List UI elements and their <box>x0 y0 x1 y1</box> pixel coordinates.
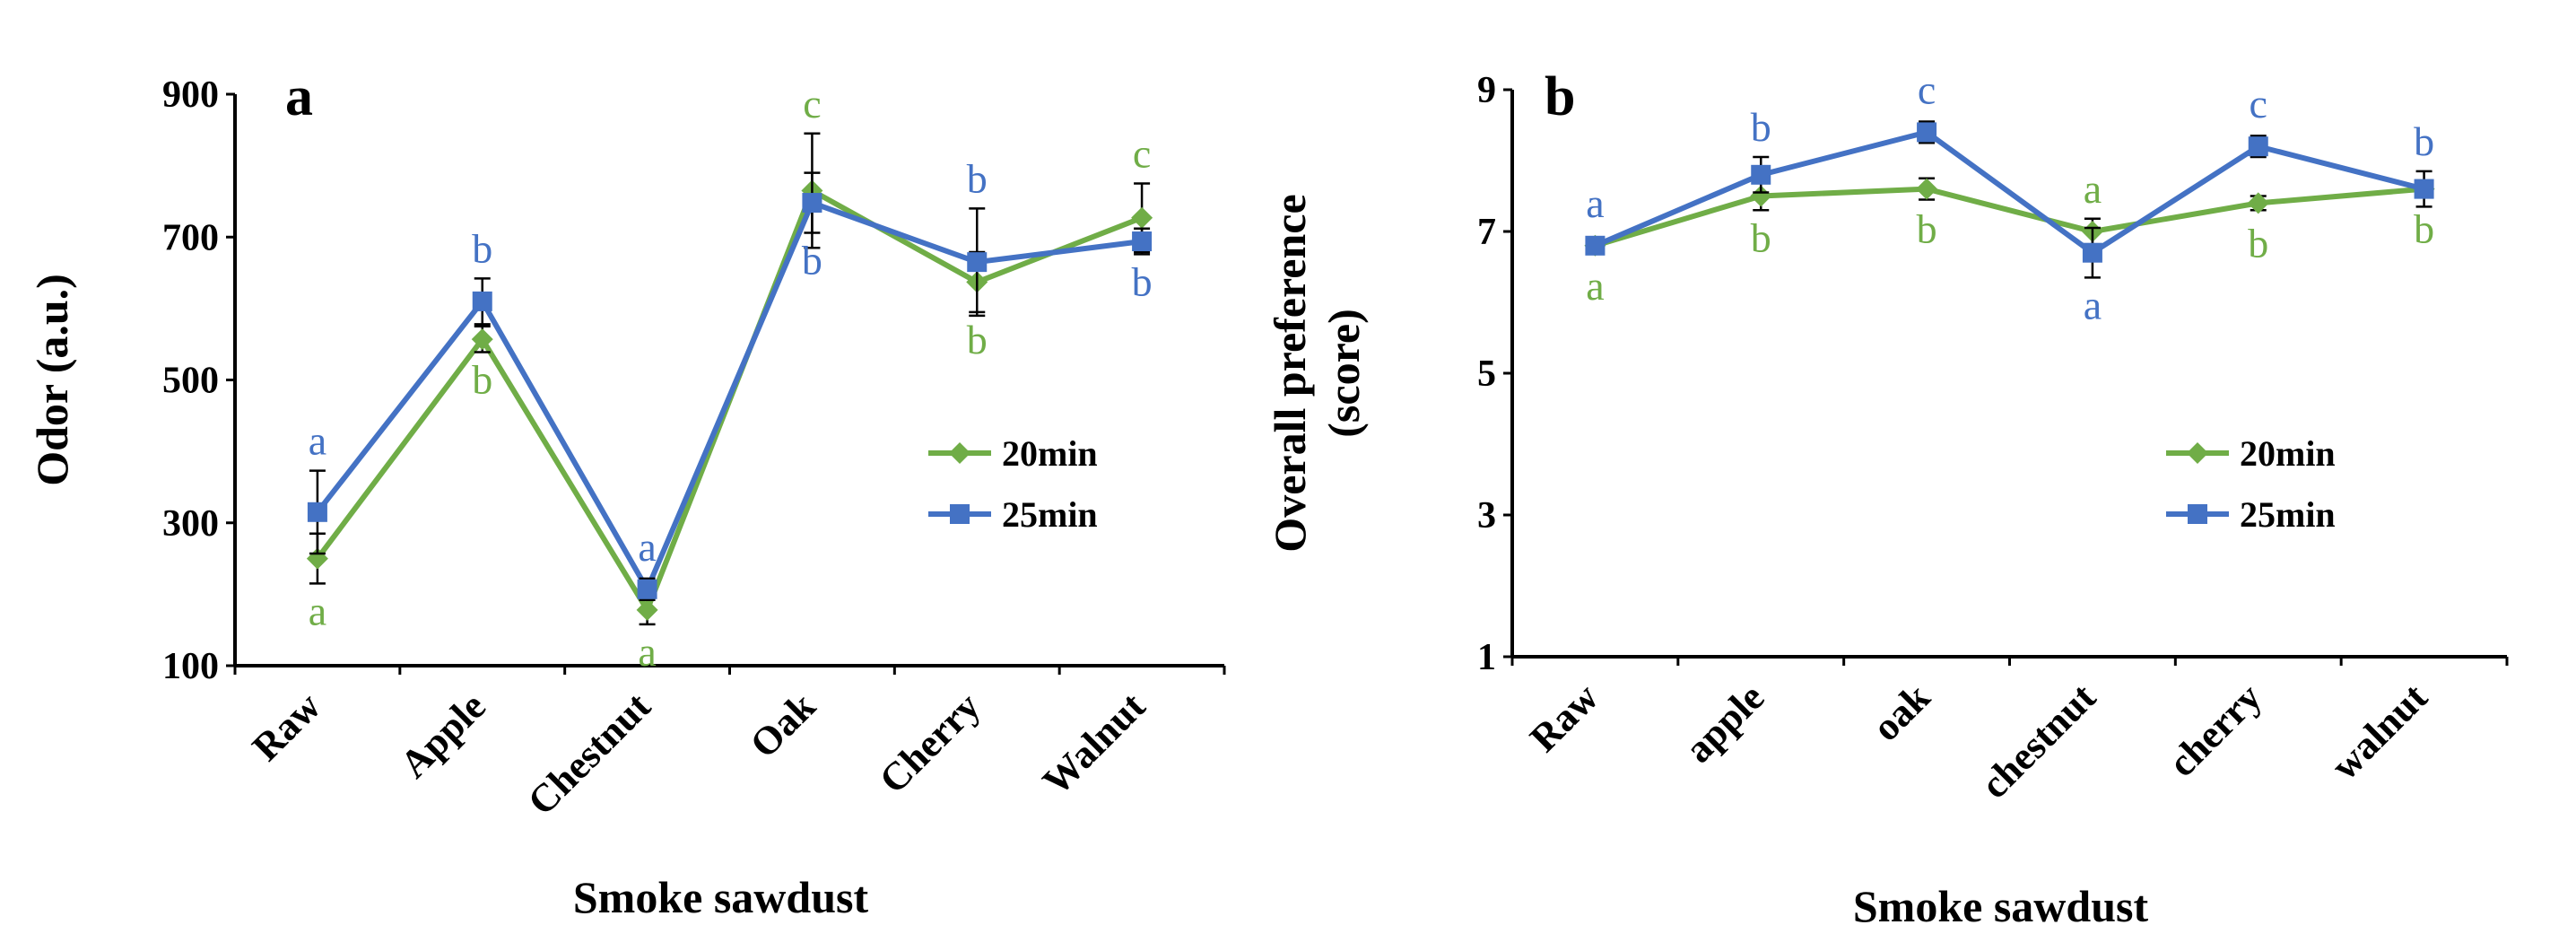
series-line-25min <box>315 199 1143 596</box>
significance-letter: c <box>1918 66 1936 112</box>
data-point-25min <box>802 193 822 214</box>
data-point-25min <box>2082 242 2102 263</box>
legend-label: 25min <box>1002 494 1098 535</box>
y-tick-label: 7 <box>1477 212 1496 253</box>
significance-letter: b <box>1917 206 1937 252</box>
significance-letter: a <box>638 524 656 570</box>
legend-marker <box>950 504 970 524</box>
x-category-label: walnut <box>2322 675 2436 789</box>
series-line-20min <box>1594 186 2424 249</box>
y-tick-label: 500 <box>162 361 219 402</box>
significance-letter: b <box>967 155 988 201</box>
x-category-label: Raw <box>1521 675 1606 760</box>
data-point-20min <box>1750 185 1772 207</box>
x-category-label: Cherry <box>871 684 988 801</box>
chart-b-overall-preference: 1 3 5 7 9 Raw apple oak chestnut cherry walnut Smok… <box>1265 66 2509 931</box>
significance-letter: a <box>1586 263 1604 309</box>
x-axis-title: Smoke sawdust <box>1853 881 2149 931</box>
y-tick-label: 3 <box>1477 495 1496 537</box>
data-point-25min <box>2414 179 2434 199</box>
data-point-20min <box>1916 178 1938 200</box>
data-point-25min <box>1917 122 1937 143</box>
y-tick-label: 300 <box>162 503 219 545</box>
x-category-label: cherry <box>2160 675 2270 785</box>
x-category-label: Apple <box>392 684 494 786</box>
data-point-25min <box>472 291 492 311</box>
y-tick-label: 9 <box>1477 70 1496 111</box>
chart-a-odor: 100 300 500 700 900 Raw Apple Chestnut Oak Cherry… <box>27 66 1226 922</box>
significance-letter: b <box>2414 206 2434 252</box>
x-category-label: chestnut <box>1972 675 2104 807</box>
significance-letter: b <box>967 317 988 362</box>
significance-letter: a <box>2084 282 2102 327</box>
significance-letter: b <box>2414 118 2434 164</box>
data-point-25min <box>637 579 657 599</box>
data-point-25min <box>1132 231 1153 252</box>
legend-label: 20min <box>2240 433 2336 474</box>
y-tick-label: 100 <box>162 646 219 687</box>
significance-letter: c <box>803 81 821 127</box>
x-category-label: apple <box>1676 675 1772 771</box>
significance-letter: a <box>309 588 326 633</box>
significance-letter: a <box>309 418 326 464</box>
y-axis-title: Odor (a.u.) <box>27 274 77 486</box>
x-category-label: oak <box>1864 675 1938 749</box>
x-category-label: Raw <box>244 684 329 769</box>
x-category-label: Oak <box>742 684 824 766</box>
significance-letter: b <box>1751 214 1771 260</box>
legend-label: 20min <box>1002 433 1098 474</box>
y-tick-label: 5 <box>1477 353 1496 395</box>
legend-marker <box>2187 442 2208 464</box>
data-point-25min <box>1751 164 1771 185</box>
data-point-20min <box>1131 206 1153 229</box>
significance-letter: b <box>1132 258 1153 304</box>
significance-letter: a <box>2084 166 2102 212</box>
data-point-25min <box>1585 235 1606 256</box>
y-tick-label: 1 <box>1477 637 1496 678</box>
significance-letter: b <box>472 225 492 271</box>
panel-label: a <box>285 66 313 127</box>
series-line-25min <box>1594 129 2425 257</box>
legend-label: 25min <box>2240 494 2336 535</box>
significance-letter: a <box>1586 180 1604 226</box>
significance-letter: b <box>472 356 492 402</box>
y-tick-label: 900 <box>162 74 219 116</box>
x-category-label: Chestnut <box>519 684 659 824</box>
significance-letter: a <box>638 629 656 675</box>
significance-letter: c <box>2250 81 2267 127</box>
x-axis-title: Smoke sawdust <box>573 872 869 922</box>
panel-label: b <box>1545 66 1575 127</box>
significance-letter: b <box>2248 220 2268 266</box>
data-point-20min <box>471 328 493 351</box>
y-axis-title-line1: Overall preference <box>1265 194 1315 552</box>
data-point-25min <box>2248 136 2268 157</box>
legend-marker <box>949 442 970 464</box>
data-point-20min <box>636 598 658 621</box>
data-point-25min <box>967 252 988 273</box>
y-tick-label: 700 <box>162 217 219 258</box>
x-category-label: Walnut <box>1034 684 1153 803</box>
data-point-25min <box>307 502 327 522</box>
data-point-20min <box>2247 192 2269 214</box>
y-axis-title-line2: (score) <box>1318 309 1369 437</box>
significance-letter: b <box>802 237 822 283</box>
significance-letter: b <box>1751 104 1771 150</box>
significance-letter: c <box>1133 131 1151 177</box>
legend-marker <box>2188 504 2207 524</box>
